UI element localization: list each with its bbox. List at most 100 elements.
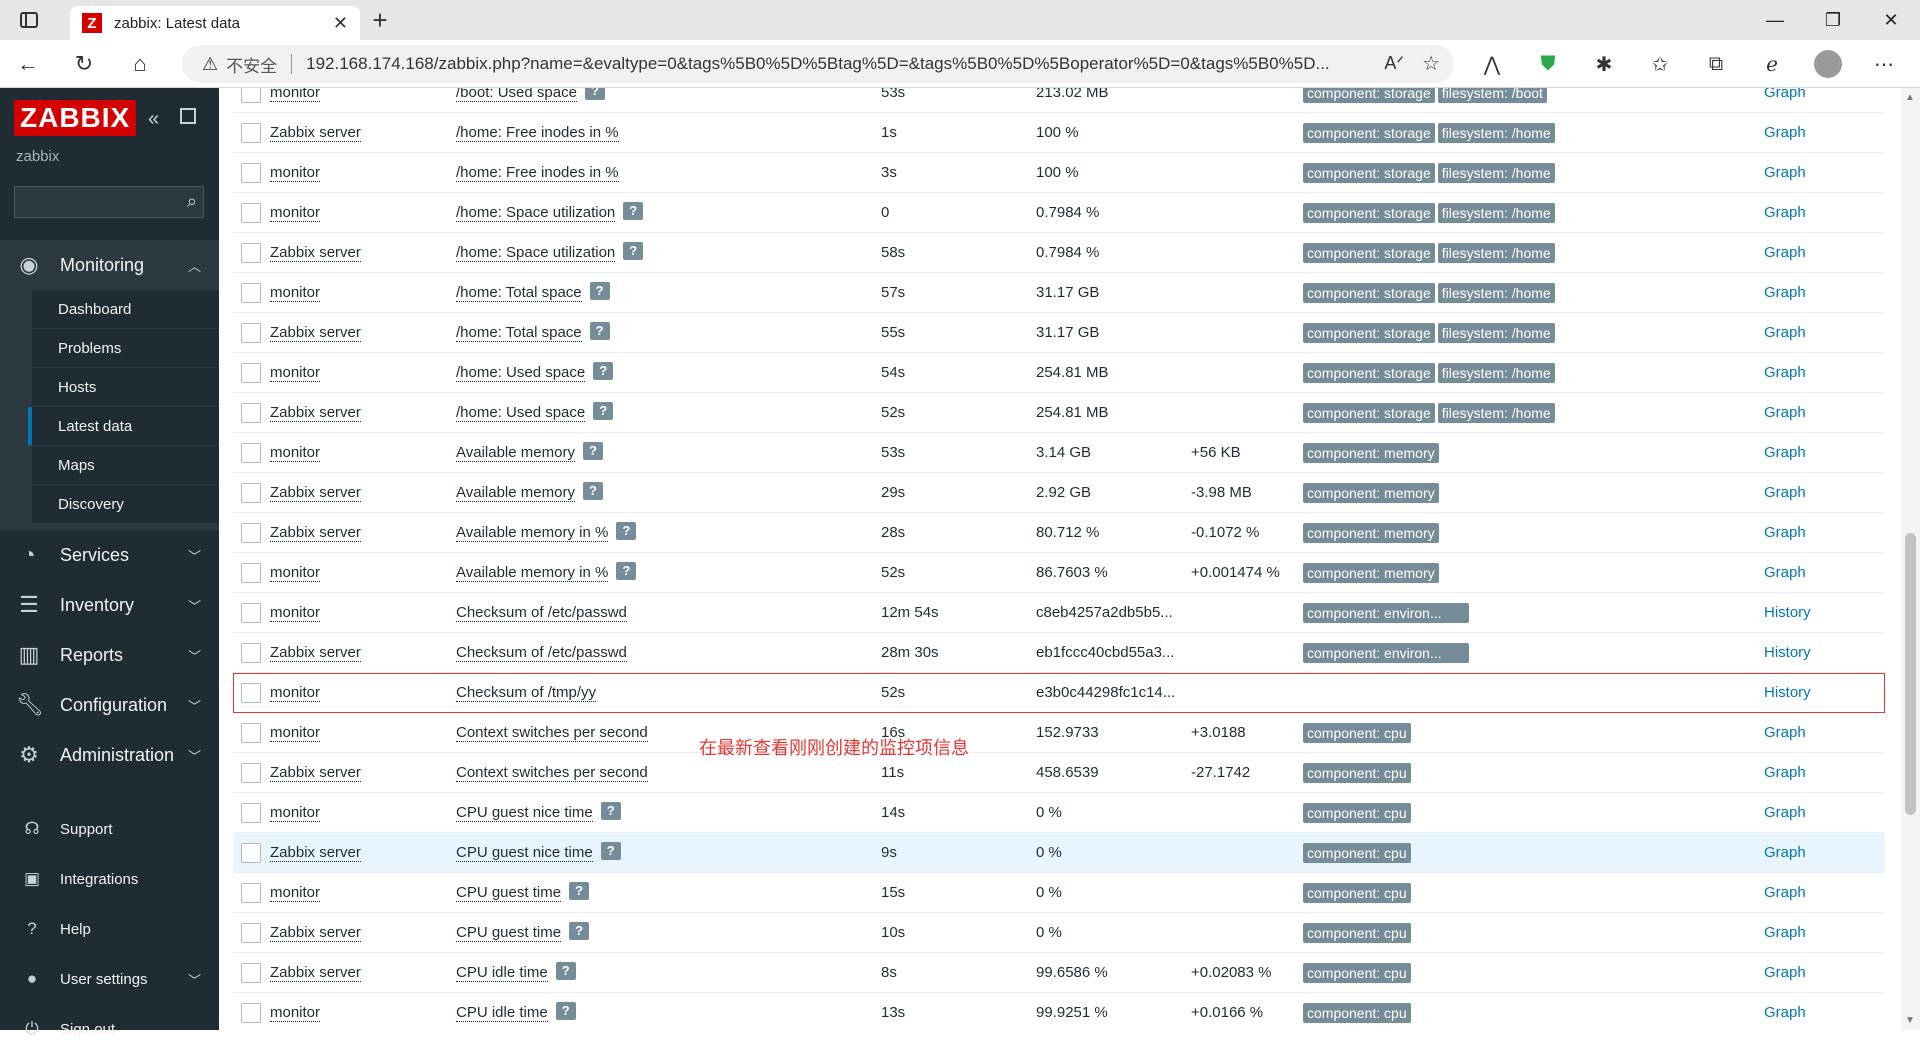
item-description-icon[interactable]: ? bbox=[623, 242, 644, 260]
row-checkbox[interactable] bbox=[241, 763, 261, 783]
host-link[interactable]: monitor bbox=[270, 604, 321, 622]
row-checkbox[interactable] bbox=[241, 843, 261, 863]
tag-badge[interactable]: component: storage bbox=[1303, 163, 1435, 183]
tag-badge[interactable]: component: memory bbox=[1303, 483, 1439, 503]
graph-link[interactable]: Graph bbox=[1764, 404, 1806, 421]
tag-badge[interactable]: component: storage bbox=[1303, 123, 1435, 143]
tag-badge[interactable]: component: cpu bbox=[1303, 1003, 1411, 1023]
search-icon[interactable]: ⌕ bbox=[186, 191, 197, 211]
menu-configuration[interactable]: 🔧︎ Configuration ﹀ bbox=[0, 680, 219, 730]
item-description-icon[interactable]: ? bbox=[593, 362, 614, 380]
row-checkbox[interactable] bbox=[241, 603, 261, 623]
tag-badge[interactable]: component: cpu bbox=[1303, 963, 1411, 983]
extensions-icon[interactable]: ✱ bbox=[1595, 53, 1613, 76]
tag-badge[interactable]: component: cpu bbox=[1303, 843, 1411, 863]
menu-help[interactable]: ? Help bbox=[0, 904, 219, 954]
extension-a-icon[interactable]: ⋀ bbox=[1483, 53, 1501, 76]
host-link[interactable]: monitor bbox=[270, 88, 321, 102]
item-name-link[interactable]: Available memory in % bbox=[456, 564, 609, 582]
tag-badge[interactable]: component: environ... bbox=[1303, 603, 1469, 623]
host-link[interactable]: Zabbix server bbox=[270, 844, 361, 862]
submenu-hosts[interactable]: Hosts bbox=[28, 368, 219, 407]
item-name-link[interactable]: Available memory in % bbox=[456, 524, 609, 542]
row-checkbox[interactable] bbox=[241, 443, 261, 463]
tag-badge[interactable]: filesystem: /boot bbox=[1437, 88, 1547, 103]
graph-link[interactable]: Graph bbox=[1764, 804, 1806, 821]
host-link[interactable]: Zabbix server bbox=[270, 644, 361, 662]
row-checkbox[interactable] bbox=[241, 283, 261, 303]
row-checkbox[interactable] bbox=[241, 123, 261, 143]
item-description-icon[interactable]: ? bbox=[600, 842, 621, 860]
host-link[interactable]: monitor bbox=[270, 284, 321, 302]
scroll-up-icon[interactable]: ▲ bbox=[1905, 92, 1915, 103]
read-aloud-icon[interactable]: Aᐟ bbox=[1384, 53, 1404, 73]
host-link[interactable]: monitor bbox=[270, 204, 321, 222]
item-name-link[interactable]: Available memory bbox=[456, 444, 575, 462]
row-checkbox[interactable] bbox=[241, 1003, 261, 1023]
row-checkbox[interactable] bbox=[241, 163, 261, 183]
item-name-link[interactable]: Checksum of /etc/passwd bbox=[456, 604, 627, 622]
item-description-icon[interactable]: ? bbox=[582, 442, 603, 460]
host-link[interactable]: monitor bbox=[270, 884, 321, 902]
collapse-sidebar-icon[interactable]: « bbox=[148, 108, 160, 130]
back-icon[interactable]: ← bbox=[17, 50, 39, 76]
graph-link[interactable]: Graph bbox=[1764, 364, 1806, 381]
graph-link[interactable]: Graph bbox=[1764, 724, 1806, 741]
menu-administration[interactable]: ⚙ Administration ﹀ bbox=[0, 730, 219, 780]
item-description-icon[interactable]: ? bbox=[623, 202, 644, 220]
tag-badge[interactable]: component: storage bbox=[1303, 283, 1435, 303]
item-name-link[interactable]: /home: Space utilization bbox=[456, 204, 616, 222]
home-icon[interactable]: ⌂ bbox=[133, 50, 147, 76]
host-link[interactable]: Zabbix server bbox=[270, 764, 361, 782]
row-checkbox[interactable] bbox=[241, 563, 261, 583]
item-name-link[interactable]: Checksum of /tmp/yy bbox=[456, 684, 597, 702]
host-link[interactable]: Zabbix server bbox=[270, 324, 361, 342]
tag-badge[interactable]: filesystem: /home bbox=[1437, 123, 1555, 143]
tag-badge[interactable]: filesystem: /home bbox=[1437, 163, 1555, 183]
item-name-link[interactable]: CPU guest time bbox=[456, 884, 562, 902]
tag-badge[interactable]: component: storage bbox=[1303, 403, 1435, 423]
graph-link[interactable]: Graph bbox=[1764, 204, 1806, 221]
graph-link[interactable]: Graph bbox=[1764, 444, 1806, 461]
tag-badge[interactable]: filesystem: /home bbox=[1437, 403, 1555, 423]
collections-icon[interactable]: ⧉ bbox=[1708, 52, 1724, 75]
submenu-latest-data[interactable]: Latest data bbox=[28, 407, 219, 446]
item-name-link[interactable]: /home: Total space bbox=[456, 324, 582, 342]
item-description-icon[interactable]: ? bbox=[600, 802, 621, 820]
tag-badge[interactable]: filesystem: /home bbox=[1437, 243, 1555, 263]
maximize-icon[interactable]: ❐ bbox=[1824, 9, 1842, 30]
refresh-icon[interactable]: ↻ bbox=[74, 50, 94, 76]
item-name-link[interactable]: CPU idle time bbox=[456, 964, 548, 982]
tag-badge[interactable]: filesystem: /home bbox=[1437, 363, 1555, 383]
submenu-maps[interactable]: Maps bbox=[28, 446, 219, 485]
tag-badge[interactable]: filesystem: /home bbox=[1437, 323, 1555, 343]
graph-link[interactable]: Graph bbox=[1764, 564, 1806, 581]
item-description-icon[interactable]: ? bbox=[616, 562, 637, 580]
item-name-link[interactable]: Context switches per second bbox=[456, 724, 648, 742]
menu-support[interactable]: ☊ Support bbox=[0, 804, 219, 854]
row-checkbox[interactable] bbox=[241, 963, 261, 983]
menu-services[interactable]: ◔ Services ﹀ bbox=[0, 530, 219, 580]
row-checkbox[interactable] bbox=[241, 483, 261, 503]
tag-badge[interactable]: filesystem: /home bbox=[1437, 283, 1555, 303]
tag-badge[interactable]: component: cpu bbox=[1303, 723, 1411, 743]
favorites-icon[interactable]: ✩ bbox=[1651, 53, 1669, 76]
minimize-icon[interactable]: — bbox=[1766, 9, 1784, 30]
item-description-icon[interactable]: ? bbox=[593, 402, 614, 420]
graph-link[interactable]: Graph bbox=[1764, 964, 1806, 981]
item-name-link[interactable]: Context switches per second bbox=[456, 764, 648, 782]
host-link[interactable]: monitor bbox=[270, 564, 321, 582]
host-link[interactable]: Zabbix server bbox=[270, 404, 361, 422]
tag-badge[interactable]: component: memory bbox=[1303, 443, 1439, 463]
item-description-icon[interactable]: ? bbox=[555, 962, 576, 980]
row-checkbox[interactable] bbox=[241, 243, 261, 263]
row-checkbox[interactable] bbox=[241, 88, 261, 103]
history-link[interactable]: History bbox=[1764, 604, 1811, 621]
submenu-dashboard[interactable]: Dashboard bbox=[28, 290, 219, 329]
row-checkbox[interactable] bbox=[241, 523, 261, 543]
browser-tab[interactable]: Z zabbix: Latest data ✕ bbox=[70, 6, 360, 40]
add-favorite-icon[interactable]: ☆ bbox=[1422, 53, 1440, 75]
profile-avatar[interactable] bbox=[1800, 40, 1856, 88]
item-description-icon[interactable]: ? bbox=[569, 882, 590, 900]
item-description-icon[interactable]: ? bbox=[569, 922, 590, 940]
